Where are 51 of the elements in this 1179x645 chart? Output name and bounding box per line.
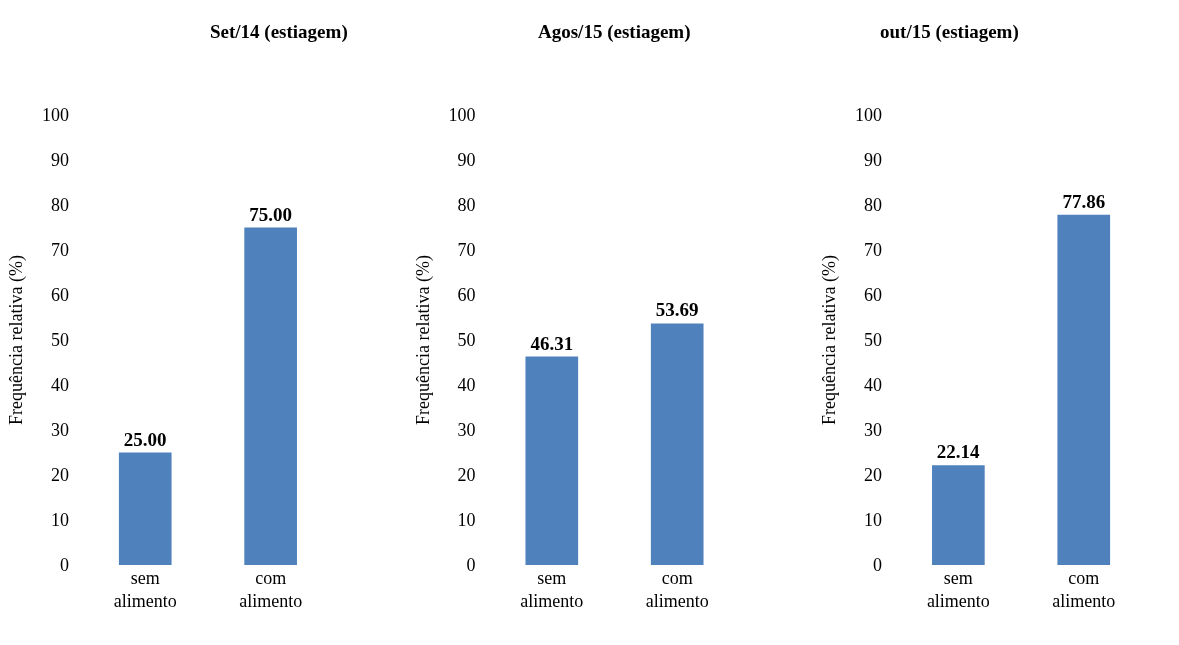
y-tick-label: 50 [864,330,883,351]
y-tick-label: 0 [466,555,476,576]
data-label: 53.69 [655,299,699,321]
y-tick-label: 80 [51,195,69,216]
y-tick-label: 30 [864,420,883,441]
y-tick-label: 20 [457,465,476,486]
data-label: 77.86 [1062,190,1106,212]
y-tick-label: 30 [51,420,69,441]
x-tick-label: sem alimento [113,568,177,612]
y-tick-label: 60 [457,285,476,306]
chart-title: out/15 (estiagem) [880,21,1019,43]
y-tick-label: 90 [864,150,883,171]
y-tick-label: 70 [457,240,476,261]
data-label: 25.00 [123,428,167,450]
y-tick-label: 40 [457,375,476,396]
y-axis-title: Frequência relativa (%) [819,255,841,425]
y-tick-label: 0 [60,555,69,576]
data-label: 75.00 [249,203,293,225]
y-tick-label: 10 [864,510,883,531]
y-tick-label: 0 [873,555,883,576]
y-axis-title: Frequência relativa (%) [6,255,28,425]
y-tick-label: 70 [51,240,69,261]
y-tick-label: 20 [51,465,69,486]
x-tick-label: com alimento [1052,568,1116,612]
x-tick-label: com alimento [645,568,709,612]
x-tick-label: sem alimento [926,568,990,612]
y-tick-label: 60 [864,285,883,306]
data-label: 22.14 [936,441,980,463]
y-tick-label: 90 [457,150,476,171]
y-tick-label: 40 [864,375,883,396]
y-tick-label: 100 [855,105,883,126]
y-tick-label: 60 [51,285,69,306]
y-tick-label: 10 [51,510,69,531]
y-tick-label: 50 [51,330,69,351]
chart-title: Set/14 (estiagem) [210,21,348,43]
y-tick-label: 80 [864,195,883,216]
y-tick-label: 100 [42,105,69,126]
y-tick-label: 20 [864,465,883,486]
y-axis-title: Frequência relativa (%) [412,255,434,425]
data-label: 46.31 [530,332,574,354]
y-tick-label: 90 [51,150,69,171]
y-tick-label: 40 [51,375,69,396]
y-tick-label: 70 [864,240,883,261]
y-tick-label: 50 [457,330,476,351]
x-tick-label: com alimento [239,568,303,612]
y-tick-label: 100 [448,105,476,126]
x-tick-label: sem alimento [520,568,584,612]
y-tick-label: 10 [457,510,476,531]
y-tick-label: 30 [457,420,476,441]
chart-title: Agos/15 (estiagem) [538,21,691,43]
y-tick-label: 80 [457,195,476,216]
